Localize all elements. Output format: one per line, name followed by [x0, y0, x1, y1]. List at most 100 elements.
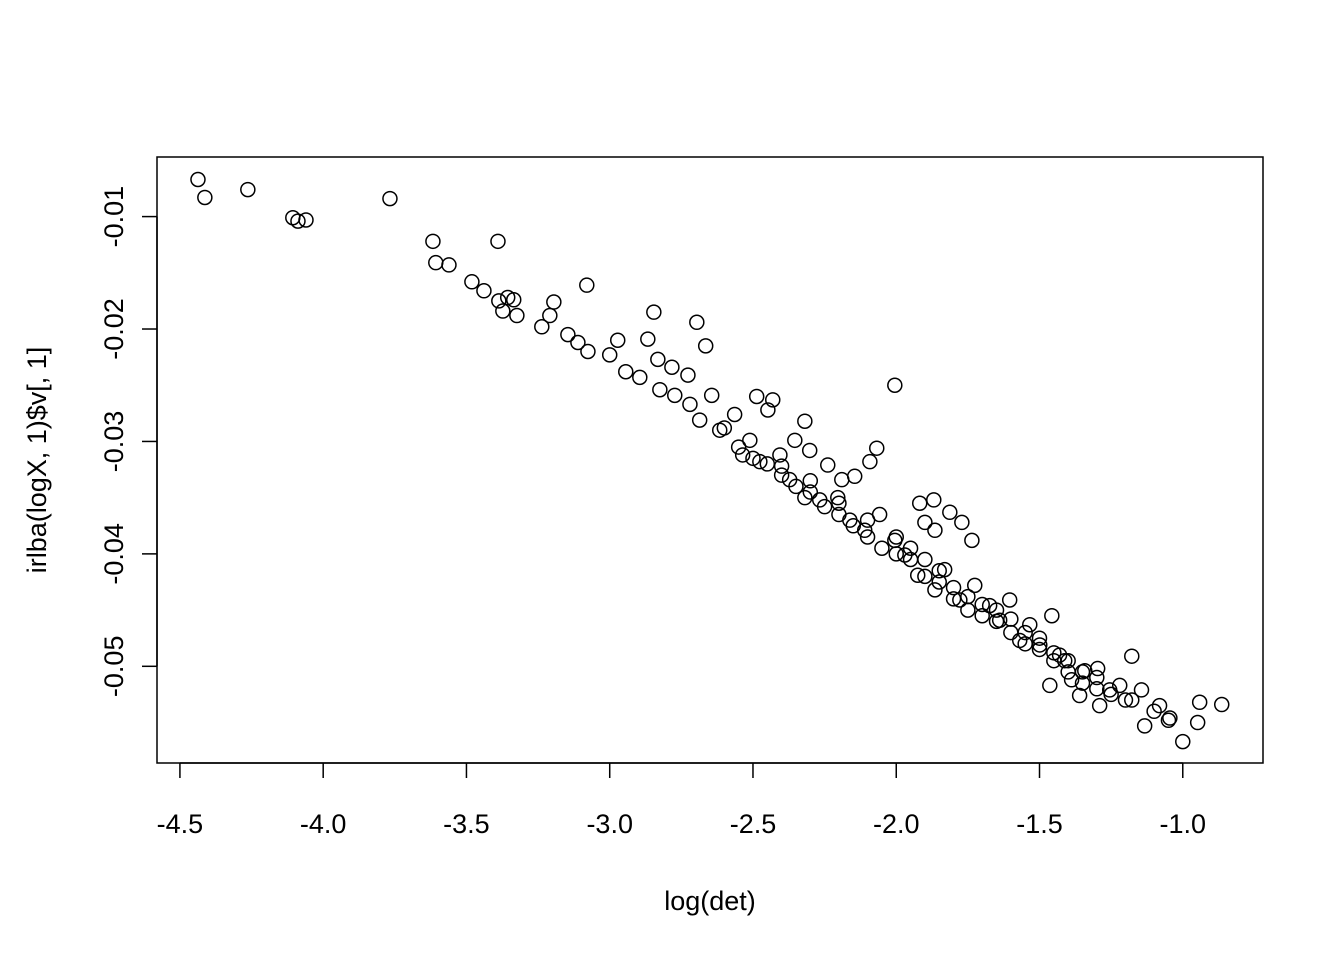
point [764, 392, 781, 408]
y-axis-label: irlba(logX, 1)$v[, 1] [22, 347, 52, 574]
point [869, 440, 885, 456]
point [1189, 714, 1206, 731]
point [760, 402, 776, 418]
point [542, 307, 558, 324]
point [845, 518, 862, 534]
point [797, 489, 813, 506]
point [1056, 652, 1073, 669]
point [874, 540, 890, 557]
x-tick-label: -3.5 [443, 809, 490, 839]
x-tick-label: -1.5 [1016, 809, 1063, 839]
point [1074, 675, 1091, 691]
point [1063, 672, 1080, 688]
point [1213, 696, 1230, 713]
point [382, 190, 398, 207]
x-tick-label: -2.5 [730, 809, 777, 839]
point [734, 447, 751, 463]
point [1031, 641, 1048, 658]
point [927, 582, 943, 598]
point [1162, 710, 1178, 726]
point [730, 439, 747, 455]
point [917, 568, 933, 585]
x-tick-label: -4.0 [300, 809, 347, 839]
point [926, 492, 942, 508]
point [490, 233, 506, 250]
point [964, 532, 980, 549]
point [680, 367, 696, 383]
y-tick-label: -0.01 [99, 186, 129, 248]
point [1044, 607, 1060, 624]
point [748, 388, 765, 405]
point [1071, 687, 1088, 704]
x-tick-label: -1.0 [1160, 809, 1207, 839]
point [290, 213, 306, 229]
point [1091, 697, 1108, 714]
point [830, 489, 846, 506]
point [974, 596, 990, 613]
point [931, 562, 947, 579]
point [1124, 648, 1140, 664]
point [667, 387, 683, 404]
point [697, 338, 714, 354]
point [534, 319, 550, 335]
point [759, 456, 776, 472]
point [888, 529, 904, 545]
point [797, 413, 813, 429]
point [888, 546, 904, 562]
plot-frame [156, 156, 1264, 764]
point [640, 331, 656, 347]
point [1089, 660, 1106, 677]
point [579, 277, 595, 293]
point [911, 495, 928, 512]
point [927, 522, 943, 539]
point [787, 432, 803, 449]
point [1017, 636, 1033, 652]
point [1074, 664, 1091, 680]
point [988, 602, 1005, 618]
x-tick-label: -4.5 [157, 809, 204, 839]
point [425, 233, 441, 250]
point [240, 181, 256, 198]
point [945, 579, 962, 596]
point [682, 396, 698, 413]
point [546, 294, 562, 310]
point [1003, 624, 1019, 641]
point [298, 212, 314, 228]
point [1001, 592, 1018, 608]
point [1146, 703, 1162, 720]
point [1151, 697, 1168, 714]
point [1022, 616, 1038, 633]
point [689, 314, 705, 331]
point [716, 420, 733, 436]
point [859, 512, 876, 528]
point [726, 406, 743, 423]
point [464, 274, 480, 290]
point [909, 567, 926, 583]
point [632, 369, 648, 386]
point [931, 574, 947, 590]
point [650, 351, 666, 368]
point [887, 377, 903, 393]
point [1089, 669, 1105, 686]
point [1089, 681, 1105, 697]
y-tick-label: -0.02 [99, 298, 129, 360]
point [862, 453, 878, 470]
point [1136, 718, 1153, 734]
point [1017, 624, 1033, 641]
point [190, 171, 206, 188]
point [960, 602, 976, 618]
point [1175, 733, 1191, 750]
x-tick-label: -3.0 [586, 809, 633, 839]
point [917, 514, 933, 531]
point [505, 292, 522, 308]
point [1103, 686, 1119, 703]
point [609, 332, 626, 349]
point [1042, 677, 1058, 694]
point [491, 293, 507, 309]
point [1133, 682, 1150, 698]
point [831, 495, 847, 512]
point [703, 387, 720, 404]
point [476, 283, 492, 299]
point [652, 381, 668, 398]
point [1191, 694, 1208, 711]
